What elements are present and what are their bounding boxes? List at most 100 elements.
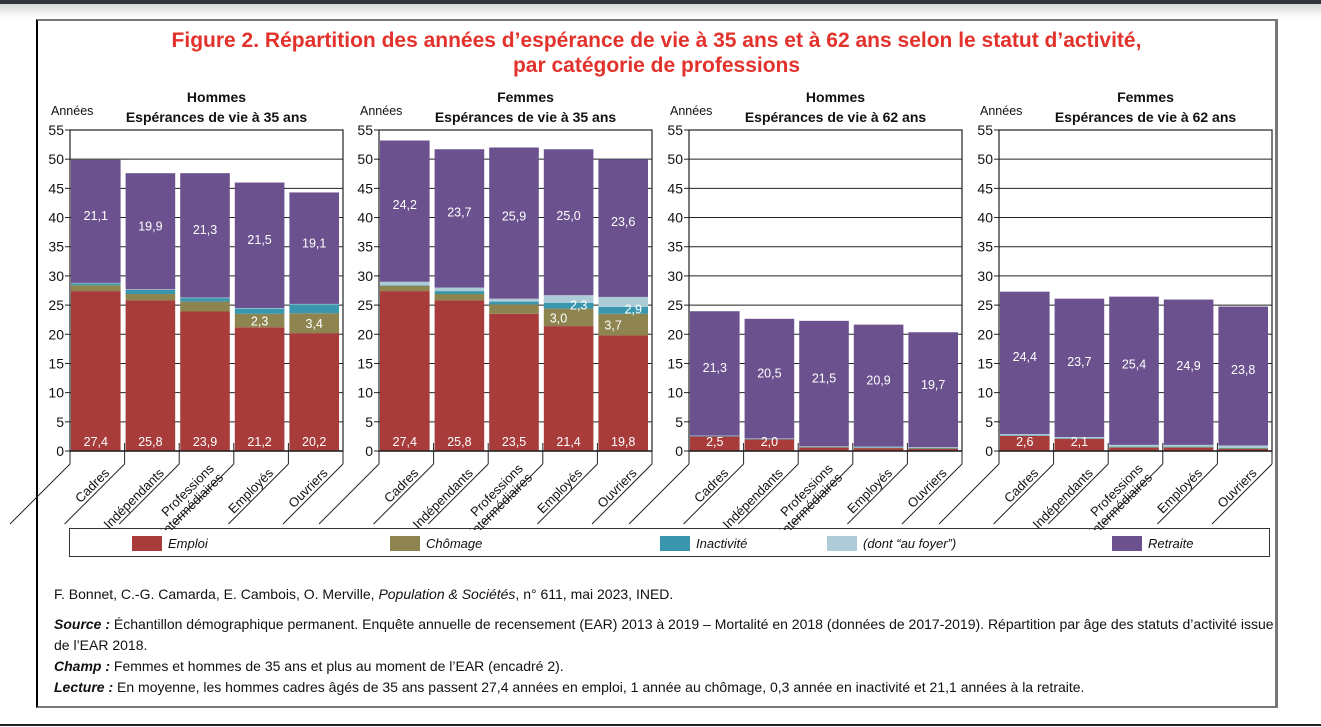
y-tick-label: 10 [48,385,64,401]
charts-area: Hommes Espérances de vie à 35 ans Années 0 5… [9,89,1273,530]
y-tick-label: 0 [56,443,64,459]
bar-group: 24,9 [1163,299,1214,451]
x-tick-label: Employés [225,465,276,516]
x-tick-label: Cadres [1001,465,1042,506]
y-tick-label: 50 [48,151,64,167]
y-tick-label: 5 [985,414,993,430]
category-divider-slant [173,463,235,525]
citation-rest: , n° 611, mai 2023, INED. [515,586,674,602]
x-tick-label-text: Cadres [691,465,732,506]
category-divider-slant [792,463,854,525]
y-tick-label: 35 [357,239,373,255]
x-tick-label-text: Cadres [1001,465,1042,506]
legend-item-retraite: Retraite [1112,534,1194,552]
bar-segment-au_foyer [598,296,648,307]
bar-segment-au_foyer [234,308,285,309]
bar-segment-inactivite [908,447,958,449]
panel-title-line2: Espérances de vie à 35 ans [435,109,617,125]
category-divider-slant [847,463,908,525]
y-tick-label: 45 [357,180,373,196]
data-label: 19,9 [138,219,162,233]
data-label: 21,5 [812,371,836,385]
y-tick-label: 0 [675,443,683,459]
y-axis-label: Années [980,104,1022,118]
data-label: 25,0 [556,209,580,223]
data-label: 23,5 [502,435,526,449]
bar-segment-chomage [289,313,339,334]
y-tick-label: 0 [365,443,373,459]
y-tick-label: 0 [985,443,993,459]
category-divider-slant [427,463,489,525]
data-label: 19,7 [921,378,945,392]
y-tick-label: 35 [977,239,993,255]
category-divider-slant [537,463,598,525]
bar-segment-au_foyer [853,446,904,448]
bar-group: 21,5 [799,320,849,451]
citation-journal: Population & Sociétés [378,586,516,602]
y-tick-label: 20 [977,326,993,342]
data-label: 19,1 [302,237,326,251]
chart-panel-1: Hommes Espérances de vie à 35 ans Années 0 5… [9,89,344,530]
lecture-note: Lecture : En moyenne, les hommes cadres … [54,677,1274,698]
bar-group: 2,6 24,4 [1000,291,1050,451]
bar-group: 20,9 [853,324,904,451]
data-label: 21,2 [247,435,271,449]
bar-segment-emploi [543,326,594,451]
x-tick-label: Employés [1154,465,1205,516]
bar-segment-au_foyer [543,295,594,303]
bar-segment-retraite [1054,298,1105,437]
legend-item-chomage: Chômage [390,534,482,552]
data-label: 21,4 [556,435,580,449]
bar-group: 20,2 3,4 19,1 [289,192,339,451]
data-label: 2,3 [570,299,587,313]
bar-segment-emploi [1054,438,1105,451]
y-tick-label: 5 [365,414,373,430]
y-tick-label: 30 [977,268,993,284]
bar-segment-emploi [908,448,958,451]
data-label: 3,4 [306,317,323,331]
bar-group: 23,9 21,3 [180,173,230,451]
bar-segment-emploi [744,439,795,451]
category-divider-slant [591,463,653,525]
legend-label-au-foyer: (dont “au foyer”) [863,535,957,551]
data-label: 20,5 [757,367,781,381]
data-label: 21,3 [193,223,217,237]
bar-segment-inactivite [1109,446,1159,448]
bar-segment-au_foyer [380,281,430,286]
category-divider-slant [118,463,180,525]
data-label: 20,2 [302,435,326,449]
bar-segment-chomage [1163,447,1214,448]
y-tick-label: 35 [667,239,683,255]
bar-segment-emploi [853,448,904,451]
panel-title-line2: Espérances de vie à 62 ans [745,109,927,125]
bar-segment-chomage [380,285,430,292]
data-label: 2,3 [251,315,268,329]
bar-segment-retraite [744,318,795,439]
chart-panel-4: Femmes Espérances de vie à 62 ans Années 0 5… [938,89,1273,530]
bar-segment-inactivite [289,304,339,314]
bar-segment-inactivite [125,289,176,295]
y-tick-label: 40 [977,210,993,226]
bar-segment-au_foyer [744,438,795,440]
bar-segment-emploi [71,291,121,451]
data-label: 3,0 [550,311,567,325]
bar-segment-chomage [598,313,648,336]
category-divider-slant [373,463,434,525]
y-tick-label: 20 [667,326,683,342]
y-tick-label: 35 [48,239,64,255]
y-tick-label: 10 [357,385,373,401]
bar-segment-inactivite [1054,438,1105,439]
y-tick-label: 40 [357,210,373,226]
category-divider-slant [1047,463,1109,525]
y-tick-label: 55 [977,122,993,138]
category-divider-slant [482,463,544,525]
bar-segment-inactivite [434,291,485,295]
bar-segment-chomage [908,448,958,449]
category-divider-slant [64,463,125,525]
bar-segment-retraite [690,311,740,436]
bar-group: 2,5 21,3 [690,311,740,451]
bar-group: 27,4 21,1 [71,159,121,451]
category-divider-slant [683,463,744,525]
category-divider-slant [938,463,1000,525]
data-label: 25,9 [502,210,526,224]
